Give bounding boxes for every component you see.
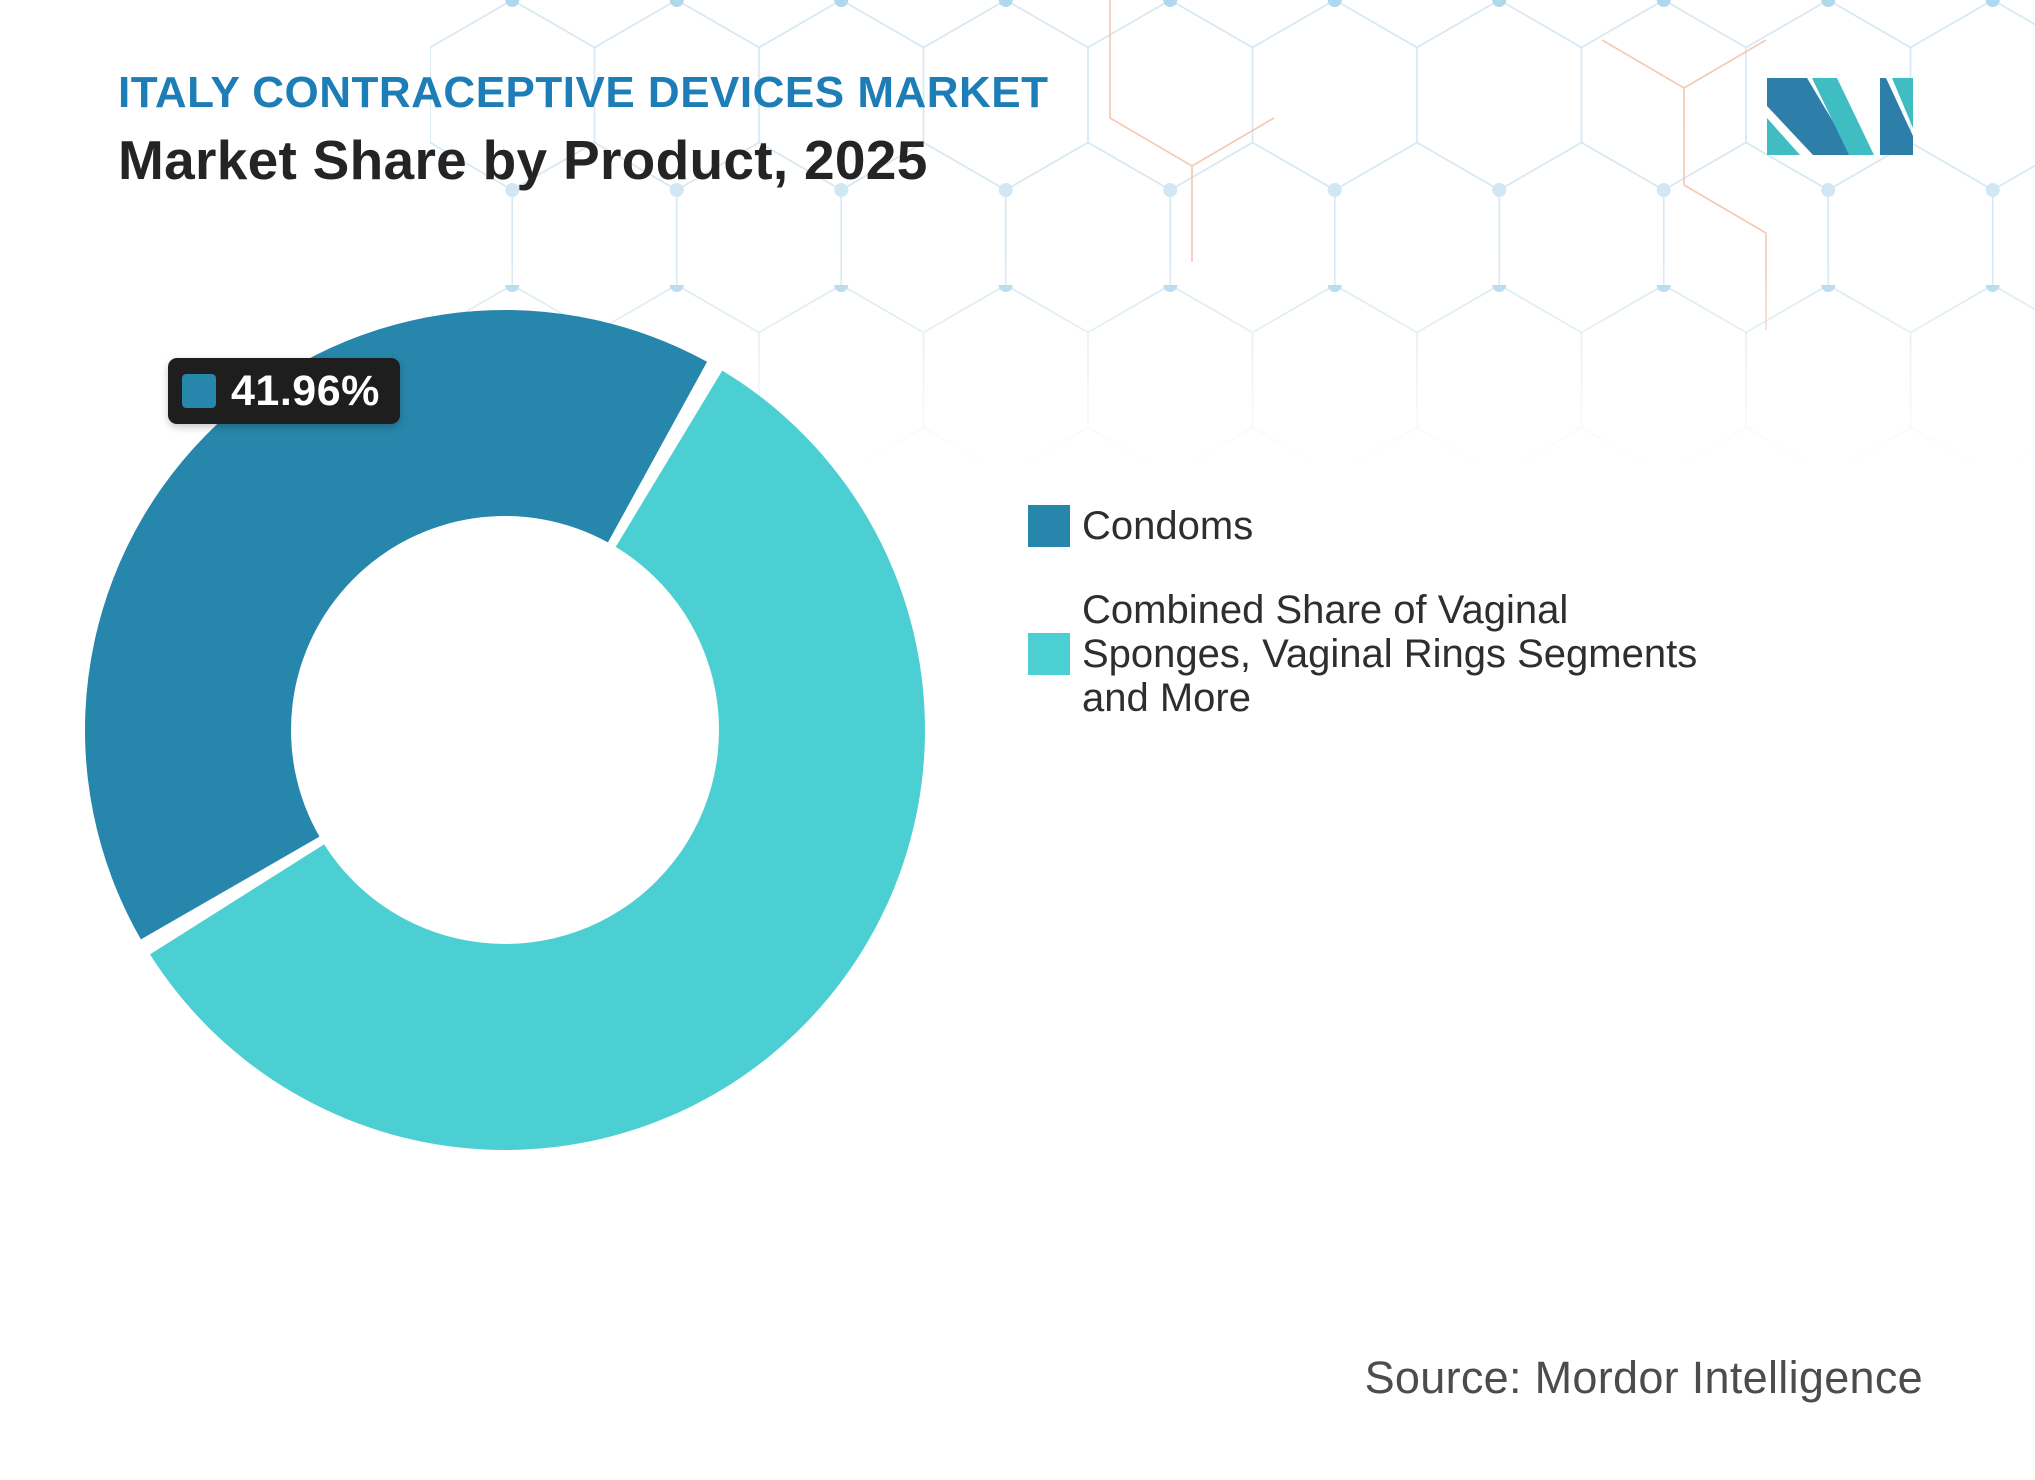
donut-segment[interactable]: [149, 370, 925, 1150]
header: ITALY CONTRACEPTIVE DEVICES MARKET Marke…: [118, 68, 1049, 192]
logo-shape: [1880, 78, 1913, 155]
report-title: ITALY CONTRACEPTIVE DEVICES MARKET: [118, 68, 1049, 117]
logo-shape: [1767, 78, 1853, 155]
callout-swatch: [182, 374, 216, 408]
legend-swatch: [1028, 505, 1070, 547]
source-attribution: Source: Mordor Intelligence: [1364, 1352, 1923, 1403]
logo-shape: [1767, 118, 1800, 155]
legend: Condoms Combined Share of Vaginal Sponge…: [1028, 504, 1728, 720]
logo-shape: [1812, 78, 1874, 155]
callout-value: 41.96%: [231, 366, 380, 415]
chart-title: Market Share by Product, 2025: [118, 128, 928, 191]
donut-segment[interactable]: [85, 310, 708, 940]
legend-label-line: Sponges, Vaginal Rings Segments: [1082, 632, 1698, 676]
logo-shape: [1892, 78, 1913, 128]
legend-label: Condoms: [1082, 504, 1253, 548]
legend-label-line: and More: [1082, 676, 1251, 720]
donut-chart: [85, 310, 925, 1150]
legend-item-combined-share[interactable]: Combined Share of Vaginal Sponges, Vagin…: [1028, 588, 1728, 720]
chart-callout: 41.96%: [168, 358, 400, 424]
legend-item-condoms[interactable]: Condoms: [1028, 504, 1728, 548]
donut-segments: [85, 310, 925, 1150]
legend-label: Combined Share of Vaginal Sponges, Vagin…: [1082, 588, 1697, 720]
mordor-intelligence-logo: [1767, 78, 1913, 155]
legend-label-line: Condoms: [1082, 504, 1254, 548]
legend-swatch: [1028, 633, 1070, 675]
legend-label-line: Combined Share of Vaginal: [1082, 588, 1569, 632]
